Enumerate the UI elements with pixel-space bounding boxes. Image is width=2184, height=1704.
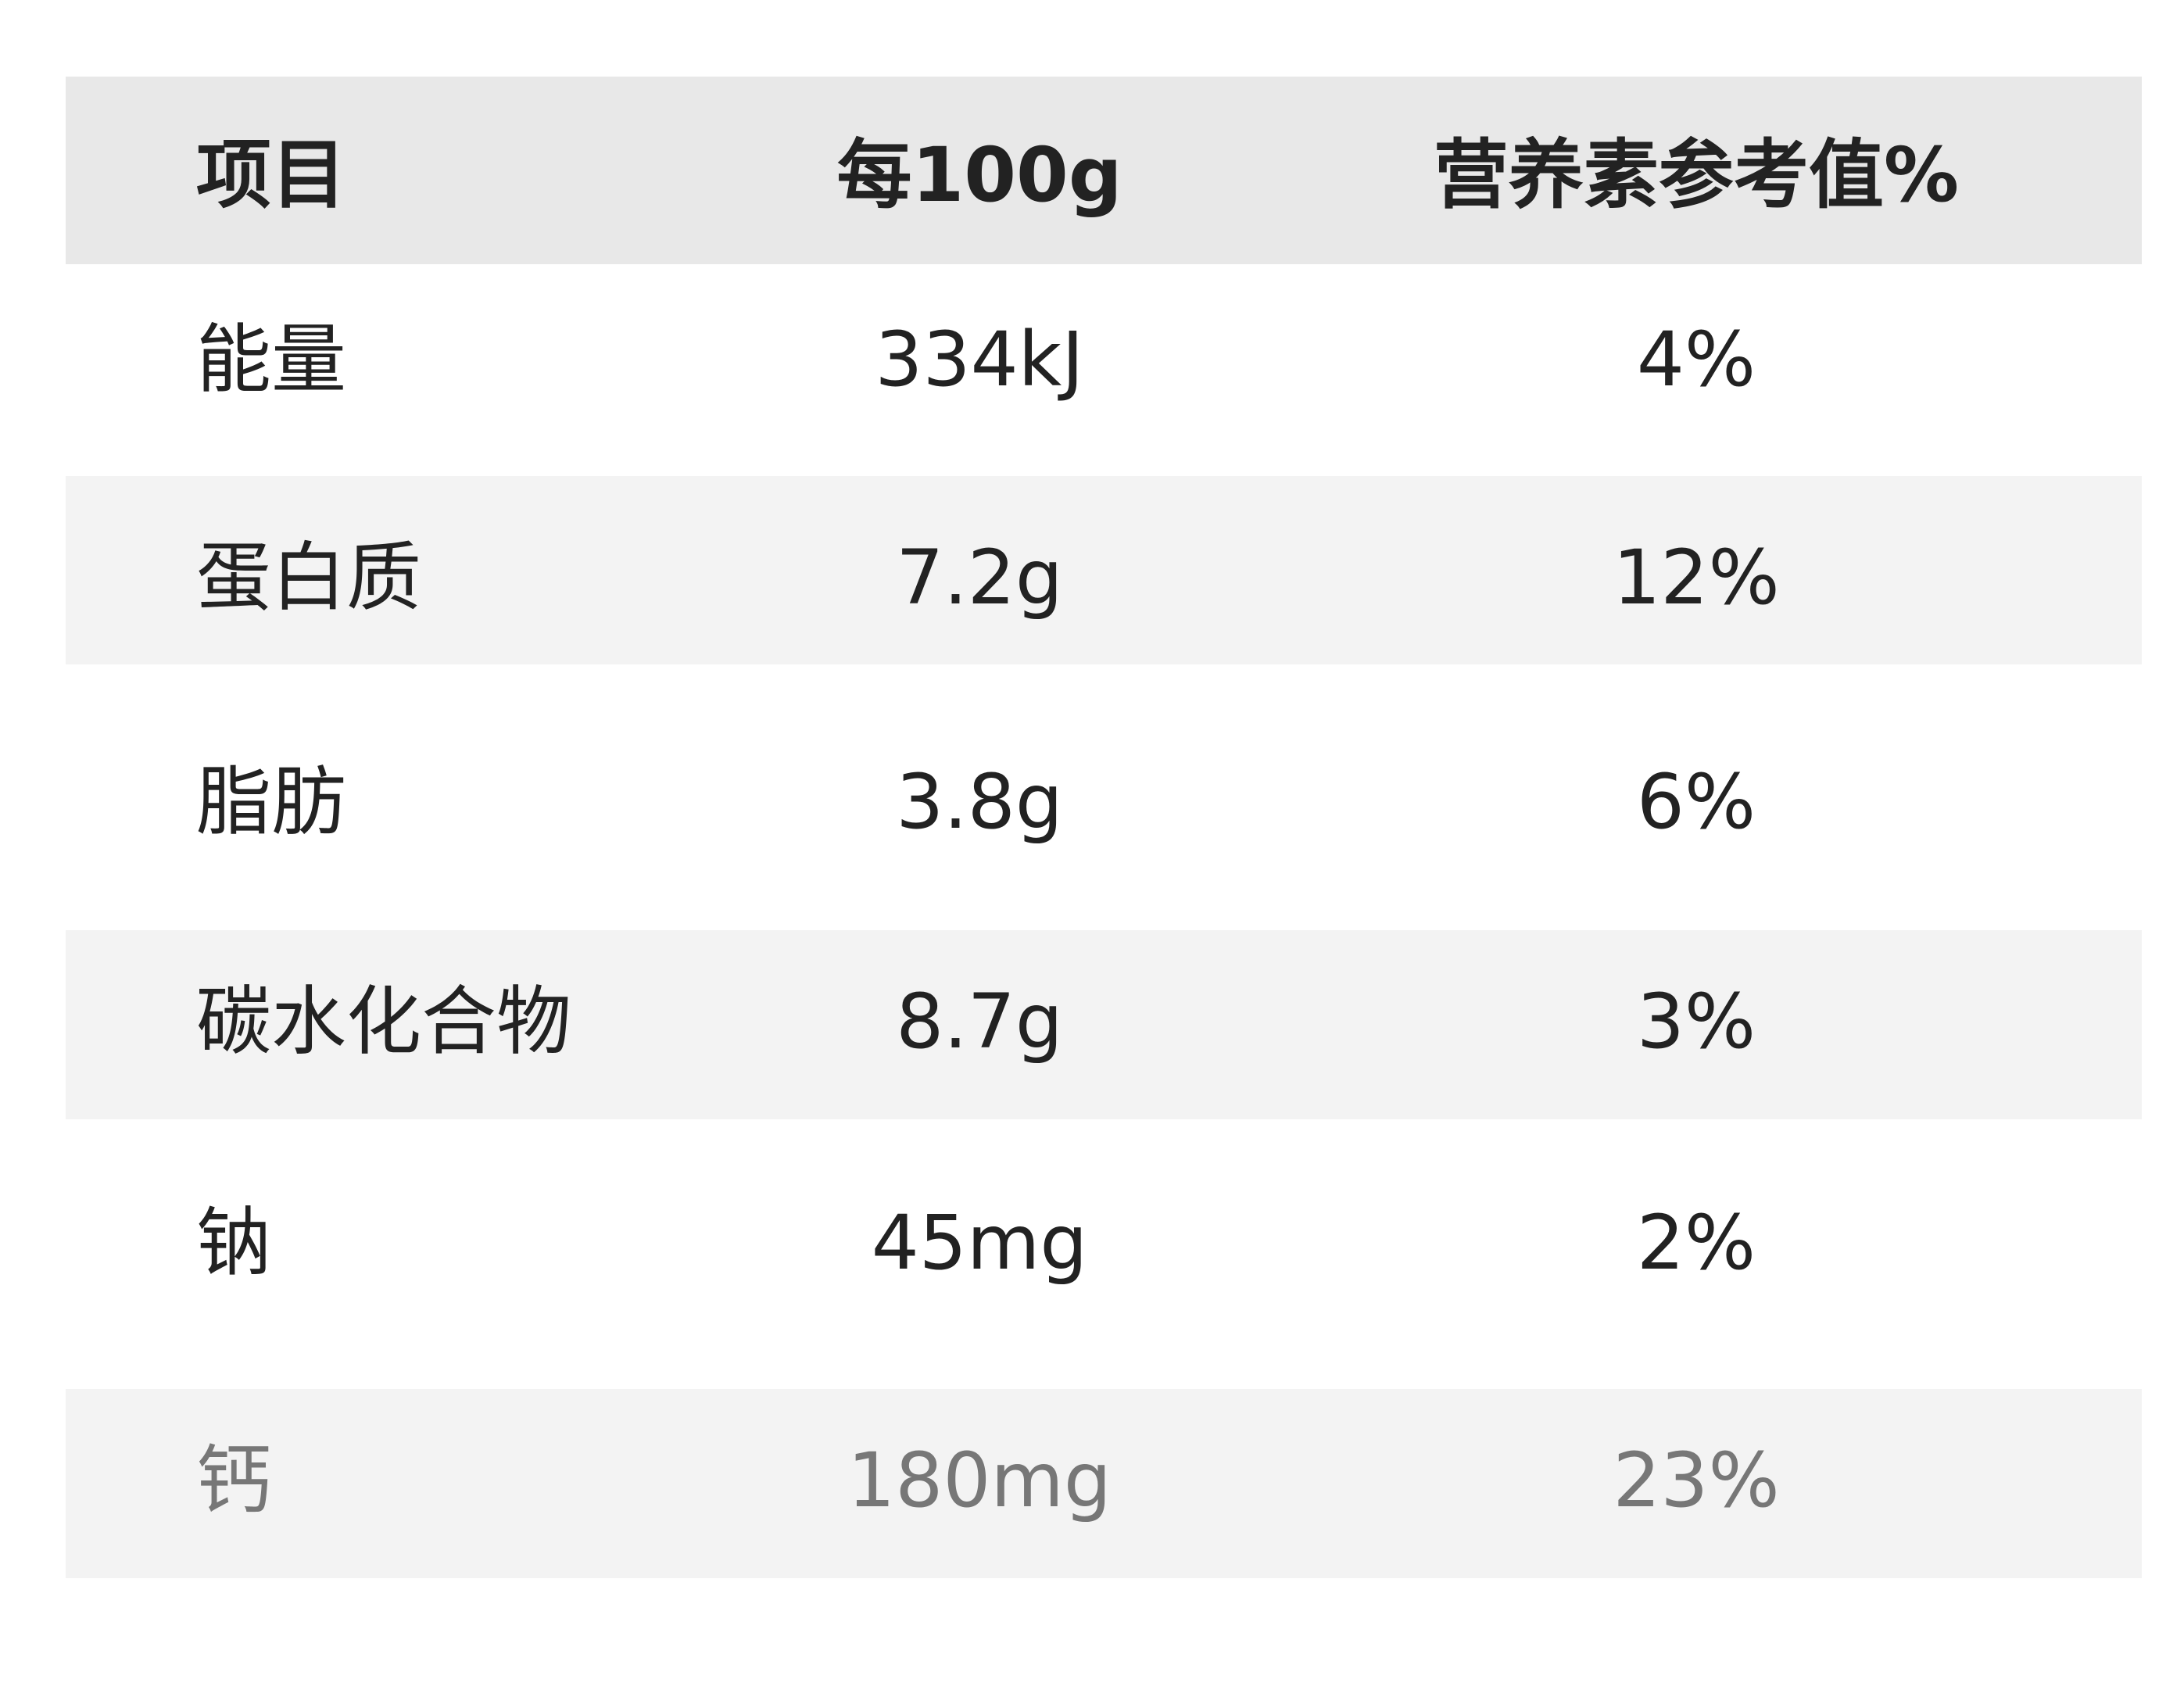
table-cell: 钙 <box>196 1437 271 1524</box>
header-band <box>66 77 2142 264</box>
header-cell: 每100g <box>836 131 1122 219</box>
row-band <box>66 930 2142 1119</box>
table-cell: 6% <box>1636 758 1756 846</box>
table-cell: 3.8g <box>896 758 1063 846</box>
table-cell: 12% <box>1613 534 1780 621</box>
header-cell: 营养素参考值% <box>1433 131 1960 219</box>
table-cell: 3% <box>1636 978 1756 1065</box>
table-cell: 能量 <box>196 316 346 403</box>
table-cell: 脂肪 <box>196 758 346 846</box>
table-cell: 8.7g <box>896 978 1063 1065</box>
row-band <box>66 476 2142 664</box>
table-cell: 碳水化合物 <box>196 978 571 1065</box>
header-cell: 项目 <box>196 131 346 219</box>
table-cell: 钠 <box>196 1199 271 1287</box>
table-cell: 23% <box>1613 1437 1780 1524</box>
table-cell: 蛋白质 <box>196 534 421 621</box>
table-cell: 4% <box>1636 316 1756 403</box>
table-cell: 2% <box>1636 1199 1756 1287</box>
row-band <box>66 1389 2142 1578</box>
table-cell: 45mg <box>871 1199 1088 1287</box>
table-cell: 7.2g <box>896 534 1063 621</box>
table-cell: 180mg <box>847 1437 1112 1524</box>
table-cell: 334kJ <box>875 316 1084 403</box>
